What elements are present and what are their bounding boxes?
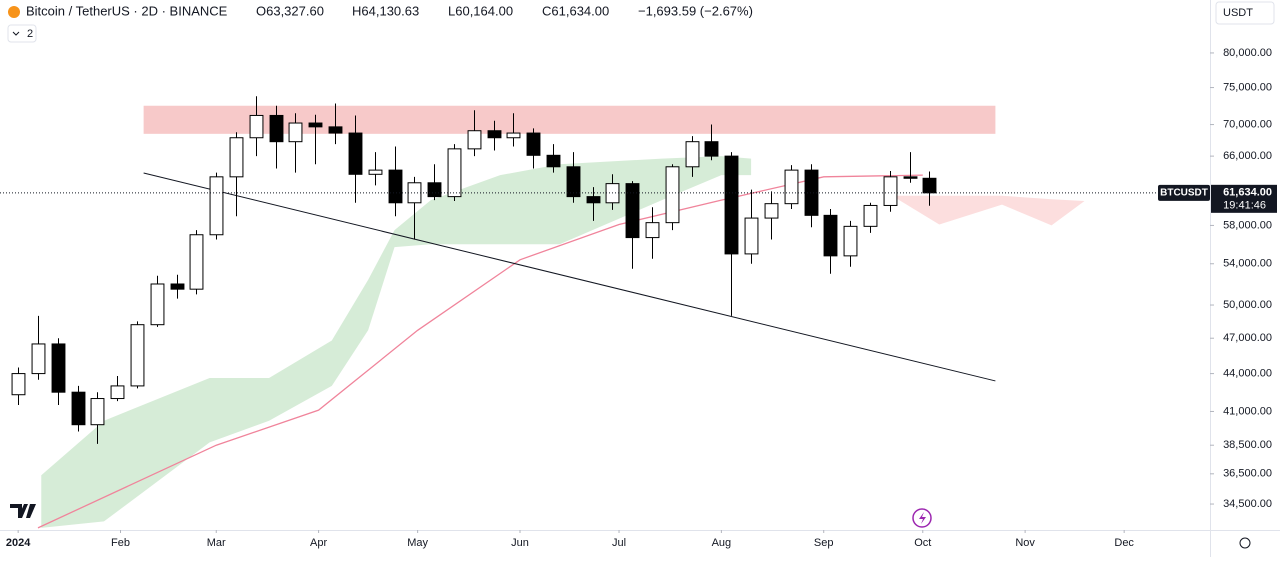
x-tick-label: May	[407, 537, 428, 549]
y-tick-label: 75,000.00	[1223, 81, 1272, 93]
symbol-tag-bg	[1158, 184, 1210, 201]
candle-body	[388, 169, 403, 204]
y-tick-label: 80,000.00	[1223, 47, 1272, 59]
y-tick-label: 41,000.00	[1223, 405, 1272, 417]
candle-body	[229, 137, 244, 178]
candle-body	[665, 166, 680, 224]
candle-body	[526, 132, 541, 156]
candle-body	[71, 391, 86, 426]
candle-body	[368, 169, 383, 175]
x-tick-label: Jul	[612, 537, 626, 549]
candle-body	[288, 122, 303, 143]
candle-body	[328, 126, 343, 134]
x-tick-label: Aug	[712, 537, 732, 549]
candle-body	[249, 114, 264, 139]
candle-body	[189, 234, 204, 290]
y-tick-label: 66,000.00	[1223, 150, 1272, 162]
candle-body	[645, 222, 660, 239]
candle-body	[170, 283, 185, 290]
x-tick-label: Apr	[310, 537, 327, 549]
candle-body	[467, 130, 482, 150]
candle-body	[150, 283, 165, 326]
candle-body	[31, 343, 46, 375]
candle-body	[209, 176, 224, 236]
x-tick-label: Nov	[1015, 537, 1035, 549]
y-tick-label: 38,500.00	[1223, 439, 1272, 451]
x-tick-label: Feb	[111, 537, 130, 549]
candle-body	[625, 183, 640, 239]
candle-body	[566, 166, 581, 198]
candle-body	[903, 176, 918, 179]
trendline	[143, 172, 996, 382]
y-tick-label: 70,000.00	[1223, 118, 1272, 130]
y-tick-label: 44,000.00	[1223, 367, 1272, 379]
candle-body	[883, 176, 898, 206]
ichimoku-cloud	[896, 195, 1085, 226]
symbol-title: Bitcoin / TetherUS · 2D · BINANCE	[26, 3, 228, 18]
x-tick-label: Sep	[814, 537, 834, 549]
x-tick-label: Mar	[207, 537, 226, 549]
y-tick-label: 54,000.00	[1223, 258, 1272, 270]
ichimoku-cloud	[41, 156, 752, 528]
candle-body	[823, 214, 838, 257]
ohlc-close: C61,634.00	[542, 3, 609, 18]
price-tag-bg	[1211, 184, 1277, 213]
candle-body	[764, 203, 779, 219]
currency-label: USDT	[1223, 7, 1253, 19]
candle-body	[269, 114, 284, 143]
candle-body	[546, 154, 561, 168]
candle-body	[447, 148, 462, 198]
candle-body	[348, 132, 363, 175]
x-tick-label: Jun	[511, 537, 529, 549]
currency-button[interactable]	[1215, 1, 1275, 25]
symbol-tag: BTCUSDT	[1160, 187, 1208, 198]
candle-body	[110, 385, 125, 400]
x-tick-label: Oct	[914, 537, 931, 549]
candle-body	[586, 196, 601, 204]
y-tick-label: 47,000.00	[1223, 332, 1272, 344]
candle-body	[487, 130, 502, 139]
resistance-zone	[143, 105, 996, 134]
settings-icon[interactable]	[1239, 537, 1251, 549]
candle-body	[784, 169, 799, 205]
candle-body	[90, 398, 105, 426]
y-tick-label: 34,500.00	[1223, 498, 1272, 510]
candle-body	[685, 141, 700, 168]
candle-body	[704, 141, 719, 157]
candle-body	[506, 132, 521, 139]
y-tick-label: 36,500.00	[1223, 468, 1272, 480]
chevron-icon	[12, 31, 20, 36]
candle-body	[427, 182, 442, 198]
ohlc-change: −1,693.59 (−2.67%)	[638, 3, 753, 18]
plot-area	[11, 96, 1085, 529]
y-tick-label: 50,000.00	[1223, 299, 1272, 311]
ohlc-low: L60,164.00	[448, 3, 513, 18]
indicator-count: 2	[27, 28, 33, 40]
event-icon[interactable]	[912, 508, 932, 528]
indicator-toggle[interactable]	[7, 24, 37, 43]
candle-body	[130, 324, 145, 387]
candle-body	[51, 343, 66, 393]
ohlc-high: H64,130.63	[352, 3, 419, 18]
candle-body	[308, 122, 323, 128]
candle-body	[724, 155, 739, 255]
candle-body	[843, 225, 858, 257]
price-tag: 61,634.00	[1223, 187, 1272, 199]
candle-body	[804, 169, 819, 216]
y-tick-label: 58,000.00	[1223, 219, 1272, 231]
coin-icon	[8, 6, 20, 18]
tv-logo	[10, 504, 36, 518]
x-tick-label: 2024	[6, 537, 31, 549]
lightning-icon	[919, 512, 926, 524]
candle-body	[863, 204, 878, 227]
candle-body	[744, 217, 759, 255]
ohlc-open: O63,327.60	[256, 3, 324, 18]
candle-body	[922, 177, 937, 194]
x-tick-label: Dec	[1114, 537, 1134, 549]
candle-body	[11, 373, 26, 396]
countdown: 19:41:46	[1223, 200, 1266, 212]
